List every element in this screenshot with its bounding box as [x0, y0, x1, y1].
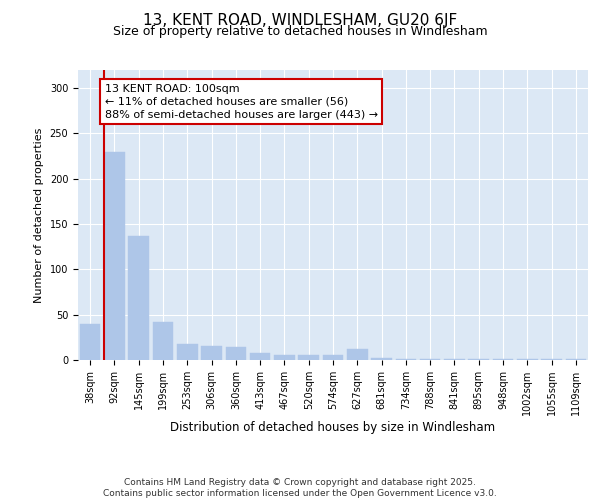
Bar [444, 359, 465, 360]
Bar [493, 359, 514, 360]
Bar [177, 344, 197, 360]
Bar [226, 348, 246, 360]
Bar [298, 356, 319, 360]
Bar [104, 152, 125, 360]
Bar [128, 236, 149, 360]
Bar [517, 359, 538, 360]
Bar [80, 324, 100, 360]
Bar [152, 322, 173, 360]
Y-axis label: Number of detached properties: Number of detached properties [34, 128, 44, 302]
Bar [347, 349, 368, 360]
Bar [250, 353, 271, 360]
Bar [566, 359, 586, 360]
Text: Contains HM Land Registry data © Crown copyright and database right 2025.
Contai: Contains HM Land Registry data © Crown c… [103, 478, 497, 498]
Bar [274, 356, 295, 360]
X-axis label: Distribution of detached houses by size in Windlesham: Distribution of detached houses by size … [170, 421, 496, 434]
Bar [201, 346, 222, 360]
Bar [371, 358, 392, 360]
Text: 13 KENT ROAD: 100sqm
← 11% of detached houses are smaller (56)
88% of semi-detac: 13 KENT ROAD: 100sqm ← 11% of detached h… [105, 84, 378, 120]
Text: Size of property relative to detached houses in Windlesham: Size of property relative to detached ho… [113, 25, 487, 38]
Bar [395, 359, 416, 360]
Bar [323, 356, 343, 360]
Bar [541, 359, 562, 360]
Bar [469, 359, 489, 360]
Text: 13, KENT ROAD, WINDLESHAM, GU20 6JF: 13, KENT ROAD, WINDLESHAM, GU20 6JF [143, 12, 457, 28]
Bar [420, 359, 440, 360]
